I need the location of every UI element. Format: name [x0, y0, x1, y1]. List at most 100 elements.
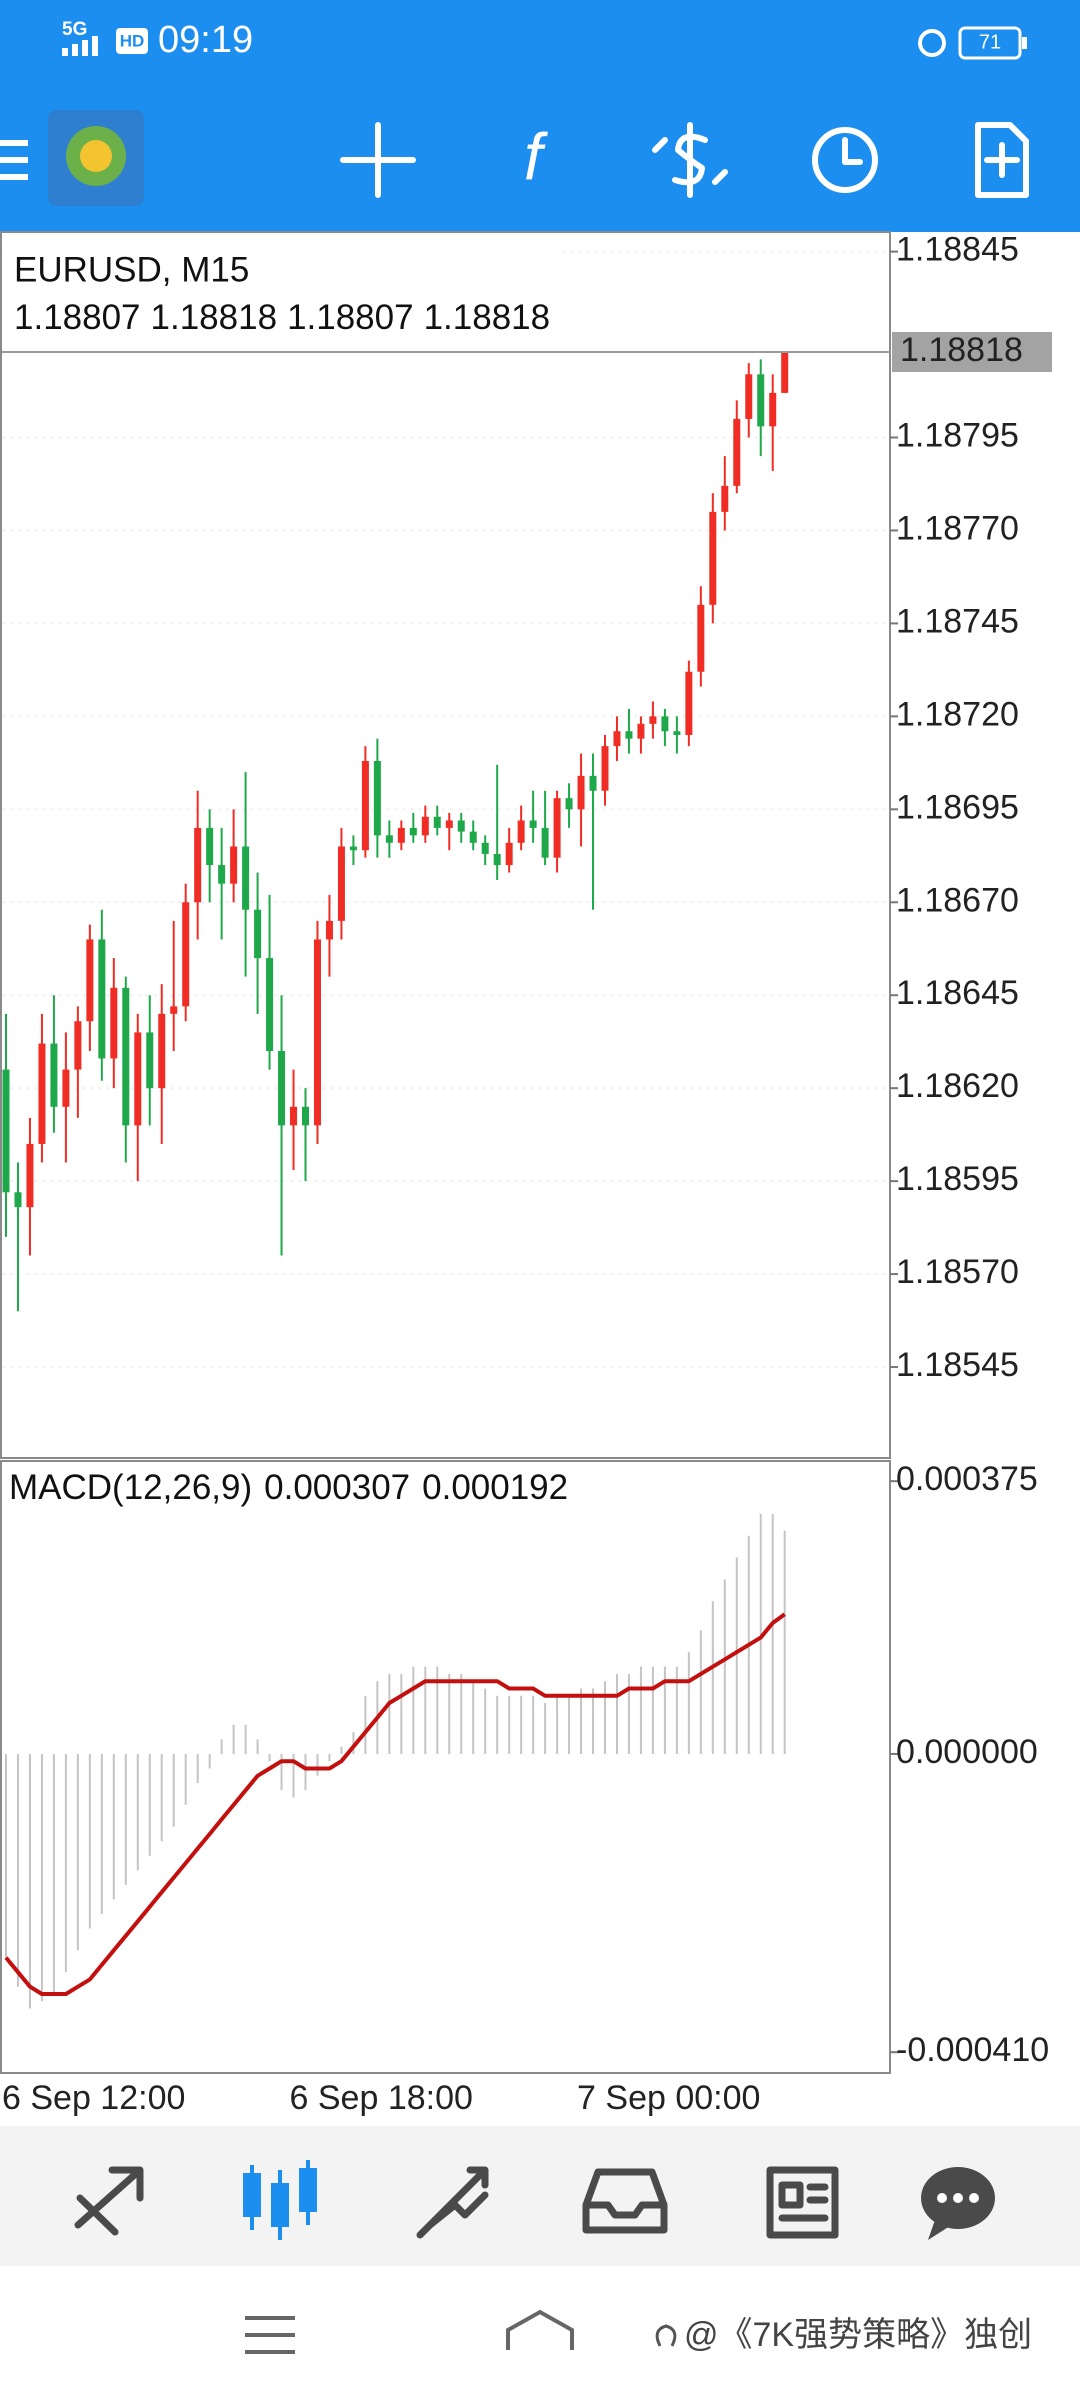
y-tick-label: 1.18645 [896, 974, 1019, 1012]
current-price-badge [892, 331, 1052, 372]
symbol-title: EURUSD, M15 [14, 250, 249, 289]
y-tick-label: 1.18670 [896, 881, 1019, 919]
ohlc-low: 1.18807 [287, 298, 414, 337]
candle-body [769, 392, 777, 427]
news-tab[interactable] [766, 2166, 839, 2239]
candle-body [337, 846, 345, 921]
chart-tab[interactable] [243, 2160, 317, 2240]
y-tick-label: 1.18745 [896, 602, 1019, 640]
trade-tab[interactable] [416, 2166, 489, 2239]
candle-body [254, 909, 262, 959]
current-price-label: 1.18818 [900, 331, 1023, 369]
candle-body [86, 939, 94, 1022]
candle-body [278, 1051, 286, 1126]
candle-body [589, 775, 597, 791]
plot-layer [2, 250, 890, 2009]
candle-body [493, 853, 501, 866]
watermark: @《7K强势策略》独创 [684, 2316, 1032, 2354]
macd-title: MACD(12,26,9) [9, 1468, 252, 1507]
candle-body [242, 846, 250, 910]
y-tick-label: 1.18770 [896, 509, 1019, 547]
candle-body [302, 1106, 309, 1126]
candle-body [541, 827, 549, 858]
candle-body [290, 1106, 298, 1126]
candle-body [266, 958, 274, 1051]
ohlc-high: 1.18818 [151, 298, 278, 337]
candle-body [649, 716, 657, 724]
candle-body [613, 731, 621, 747]
history-tab[interactable] [582, 2168, 668, 2234]
x-tick-label: 6 Sep 12:00 [2, 2079, 185, 2117]
ohlc-readout: 1.18807 1.18818 1.18807 1.18818 [14, 298, 550, 337]
hd-badge [116, 28, 148, 54]
network-type: 5G [62, 19, 87, 40]
price-panel [0, 231, 891, 1459]
crosshair-button[interactable] [340, 122, 416, 198]
y-tick-label: 0.000375 [896, 1460, 1038, 1498]
system-menu-button[interactable] [245, 2316, 295, 2354]
candle-body [218, 865, 226, 884]
y-tick-label: 1.18845 [896, 231, 1019, 269]
candle-body [745, 374, 753, 419]
quotes-tab[interactable] [74, 2166, 144, 2236]
candle-body [146, 1032, 154, 1089]
candle-body [517, 820, 525, 843]
clock: 09:19 [158, 19, 253, 61]
candle-body [110, 987, 118, 1059]
chat-tab[interactable] [921, 2167, 995, 2240]
candle-body [457, 820, 465, 832]
trade-button[interactable] [652, 122, 728, 198]
candle-body [733, 418, 741, 486]
menu-button[interactable] [0, 140, 28, 180]
candle-body [481, 842, 489, 854]
macd-signal-value: 0.000192 [422, 1468, 568, 1507]
candle-body [577, 775, 585, 810]
bottom-nav [0, 2126, 1080, 2266]
candle-body [553, 798, 561, 858]
candle-body [637, 723, 645, 739]
candle-body [325, 920, 333, 940]
app-bar [0, 0, 1080, 232]
candle-body [194, 827, 202, 903]
ohlc-open: 1.18807 [14, 298, 141, 337]
candle-body [673, 731, 681, 735]
candle-body [781, 351, 789, 393]
candle-body [74, 1021, 82, 1070]
battery-level: 71 [979, 31, 1001, 53]
candle-body [50, 1043, 58, 1107]
candle-body [421, 816, 429, 836]
alarm-icon [918, 29, 946, 57]
candle-body [373, 760, 381, 836]
template-button[interactable] [975, 122, 1029, 198]
candle-body [385, 835, 393, 843]
candle-body [661, 716, 669, 732]
app-logo[interactable] [48, 110, 144, 206]
candle-body [625, 731, 633, 739]
candle-body [721, 485, 729, 512]
candle-body [757, 374, 765, 427]
y-tick-label: 1.18720 [896, 695, 1019, 733]
y-tick-label: 1.18570 [896, 1253, 1019, 1291]
y-tick-label: 1.18545 [896, 1346, 1019, 1384]
candle-body [397, 827, 405, 843]
y-tick-label: 0.000000 [896, 1733, 1038, 1771]
battery-tip [1022, 37, 1027, 49]
period-button[interactable] [812, 127, 878, 193]
candle-body [170, 1006, 178, 1014]
watermark-icon [655, 2324, 677, 2347]
header-bg [3, 236, 563, 348]
system-home-button[interactable] [506, 2309, 574, 2350]
candle-body [565, 798, 573, 810]
candle-body [469, 831, 477, 843]
x-tick-label: 6 Sep 18:00 [290, 2079, 473, 2117]
candle-body [62, 1069, 70, 1107]
macd-panel [0, 1460, 891, 2074]
candle-body [505, 842, 513, 866]
candle-body [206, 827, 214, 866]
candle-body [349, 846, 357, 851]
candle-body [26, 1143, 34, 1208]
candle-body [14, 1192, 22, 1208]
candle-body [230, 846, 238, 884]
y-tick-label: -0.000410 [896, 2031, 1049, 2069]
